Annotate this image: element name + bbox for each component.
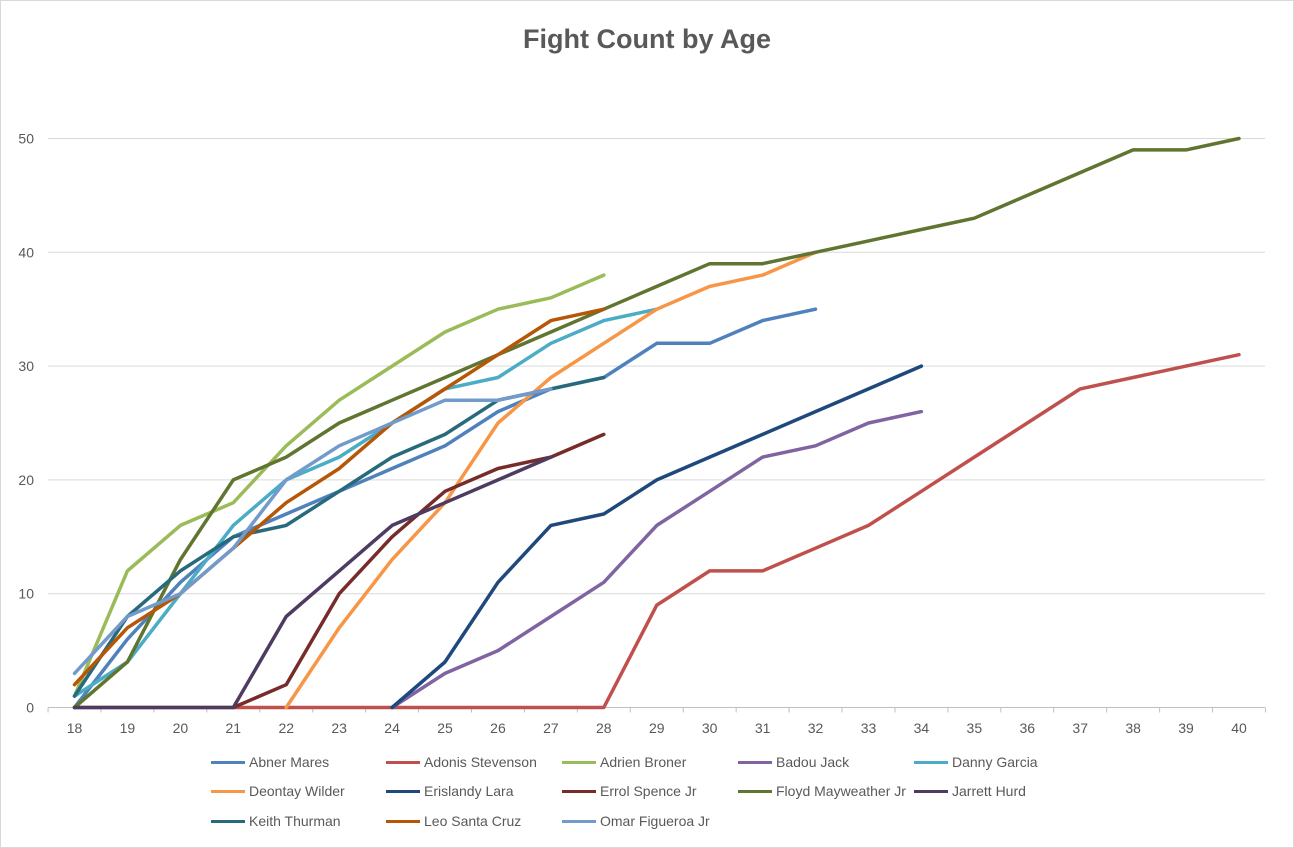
x-tick-label: 20 — [173, 720, 189, 736]
legend-swatch — [386, 789, 420, 793]
series-line-adrien-broner — [72, 273, 606, 698]
series-line-leo-santa-cruz — [72, 307, 606, 687]
legend-label: Leo Santa Cruz — [424, 813, 522, 829]
x-tick-label: 21 — [226, 720, 242, 736]
x-tick-label: 39 — [1178, 720, 1194, 736]
series-line-badou-jack — [390, 409, 924, 710]
x-tick-label: 25 — [437, 720, 453, 736]
x-tick-label: 31 — [755, 720, 771, 736]
x-tick-label: 32 — [808, 720, 824, 736]
legend-item: Adonis Stevenson — [386, 752, 537, 772]
y-tick-label: 50 — [18, 131, 34, 147]
x-tick-label: 34 — [914, 720, 930, 736]
legend-swatch — [914, 789, 948, 793]
x-tick-label: 26 — [490, 720, 506, 736]
legend-swatch — [211, 819, 245, 823]
y-tick-label: 10 — [18, 586, 34, 602]
legend-item: Deontay Wilder — [211, 781, 345, 801]
legend-label: Adonis Stevenson — [424, 754, 537, 770]
x-tick-label: 29 — [649, 720, 665, 736]
x-tick-label: 19 — [120, 720, 136, 736]
series-line-erislandy-lara — [390, 364, 924, 710]
series-line-jarrett-hurd — [72, 455, 553, 710]
legend-item: Jarrett Hurd — [914, 781, 1026, 801]
legend-label: Deontay Wilder — [249, 783, 345, 799]
x-tick-label: 22 — [278, 720, 294, 736]
legend-label: Jarrett Hurd — [952, 783, 1026, 799]
y-tick-label: 40 — [18, 244, 34, 260]
legend-item: Erislandy Lara — [386, 781, 514, 801]
series-line-keith-thurman — [72, 375, 606, 698]
x-tick-label: 35 — [967, 720, 983, 736]
legend-swatch — [738, 760, 772, 764]
series-line-deontay-wilder — [284, 250, 818, 710]
x-tick-label: 30 — [702, 720, 718, 736]
legend-item: Floyd Mayweather Jr — [738, 781, 906, 801]
x-tick-label: 36 — [1019, 720, 1035, 736]
y-tick-label: 0 — [26, 700, 34, 716]
legend-label: Badou Jack — [776, 754, 850, 770]
legend-label: Adrien Broner — [600, 754, 687, 770]
series-line-adonis-stevenson — [72, 352, 1241, 710]
series-line-danny-garcia — [72, 307, 659, 698]
legend-item: Omar Figueroa Jr — [562, 811, 710, 831]
chart-title: Fight Count by Age — [523, 24, 771, 54]
x-tick-label: 24 — [384, 720, 400, 736]
x-tick-label: 38 — [1125, 720, 1141, 736]
y-tick-label: 30 — [18, 358, 34, 374]
x-tick-label: 40 — [1231, 720, 1247, 736]
legend-swatch — [386, 760, 420, 764]
x-tick-label: 33 — [861, 720, 877, 736]
series-line-abner-mares — [72, 307, 818, 710]
x-tick-label: 23 — [331, 720, 347, 736]
legend-item: Adrien Broner — [562, 752, 686, 772]
legend-swatch — [562, 819, 596, 823]
legend-swatch — [211, 789, 245, 793]
legend-label: Danny Garcia — [952, 754, 1038, 770]
legend-label: Floyd Mayweather Jr — [776, 783, 906, 799]
legend-swatch — [914, 760, 948, 764]
series-line-errol-spence-jr — [231, 432, 606, 710]
legend-item: Danny Garcia — [914, 752, 1038, 772]
series-line-floyd-mayweather-jr — [72, 136, 1241, 710]
legend-item: Keith Thurman — [211, 811, 341, 831]
x-tick-label: 37 — [1072, 720, 1088, 736]
y-tick-label: 20 — [18, 472, 34, 488]
x-tick-label: 27 — [543, 720, 559, 736]
legend-swatch — [562, 760, 596, 764]
legend-label: Omar Figueroa Jr — [600, 813, 710, 829]
x-tick-label: 18 — [67, 720, 83, 736]
legend-item: Abner Mares — [211, 752, 329, 772]
legend-label: Errol Spence Jr — [600, 783, 697, 799]
legend-item: Leo Santa Cruz — [386, 811, 521, 831]
legend-swatch — [738, 789, 772, 793]
legend-swatch — [562, 789, 596, 793]
legend-label: Keith Thurman — [249, 813, 341, 829]
legend-label: Erislandy Lara — [424, 783, 514, 799]
legend-swatch — [211, 760, 245, 764]
legend-item: Badou Jack — [738, 752, 849, 772]
legend-item: Errol Spence Jr — [562, 781, 696, 801]
x-tick-label: 28 — [596, 720, 612, 736]
legend-label: Abner Mares — [249, 754, 330, 770]
series-line-omar-figueroa-jr — [72, 387, 553, 676]
legend-swatch — [386, 819, 420, 823]
